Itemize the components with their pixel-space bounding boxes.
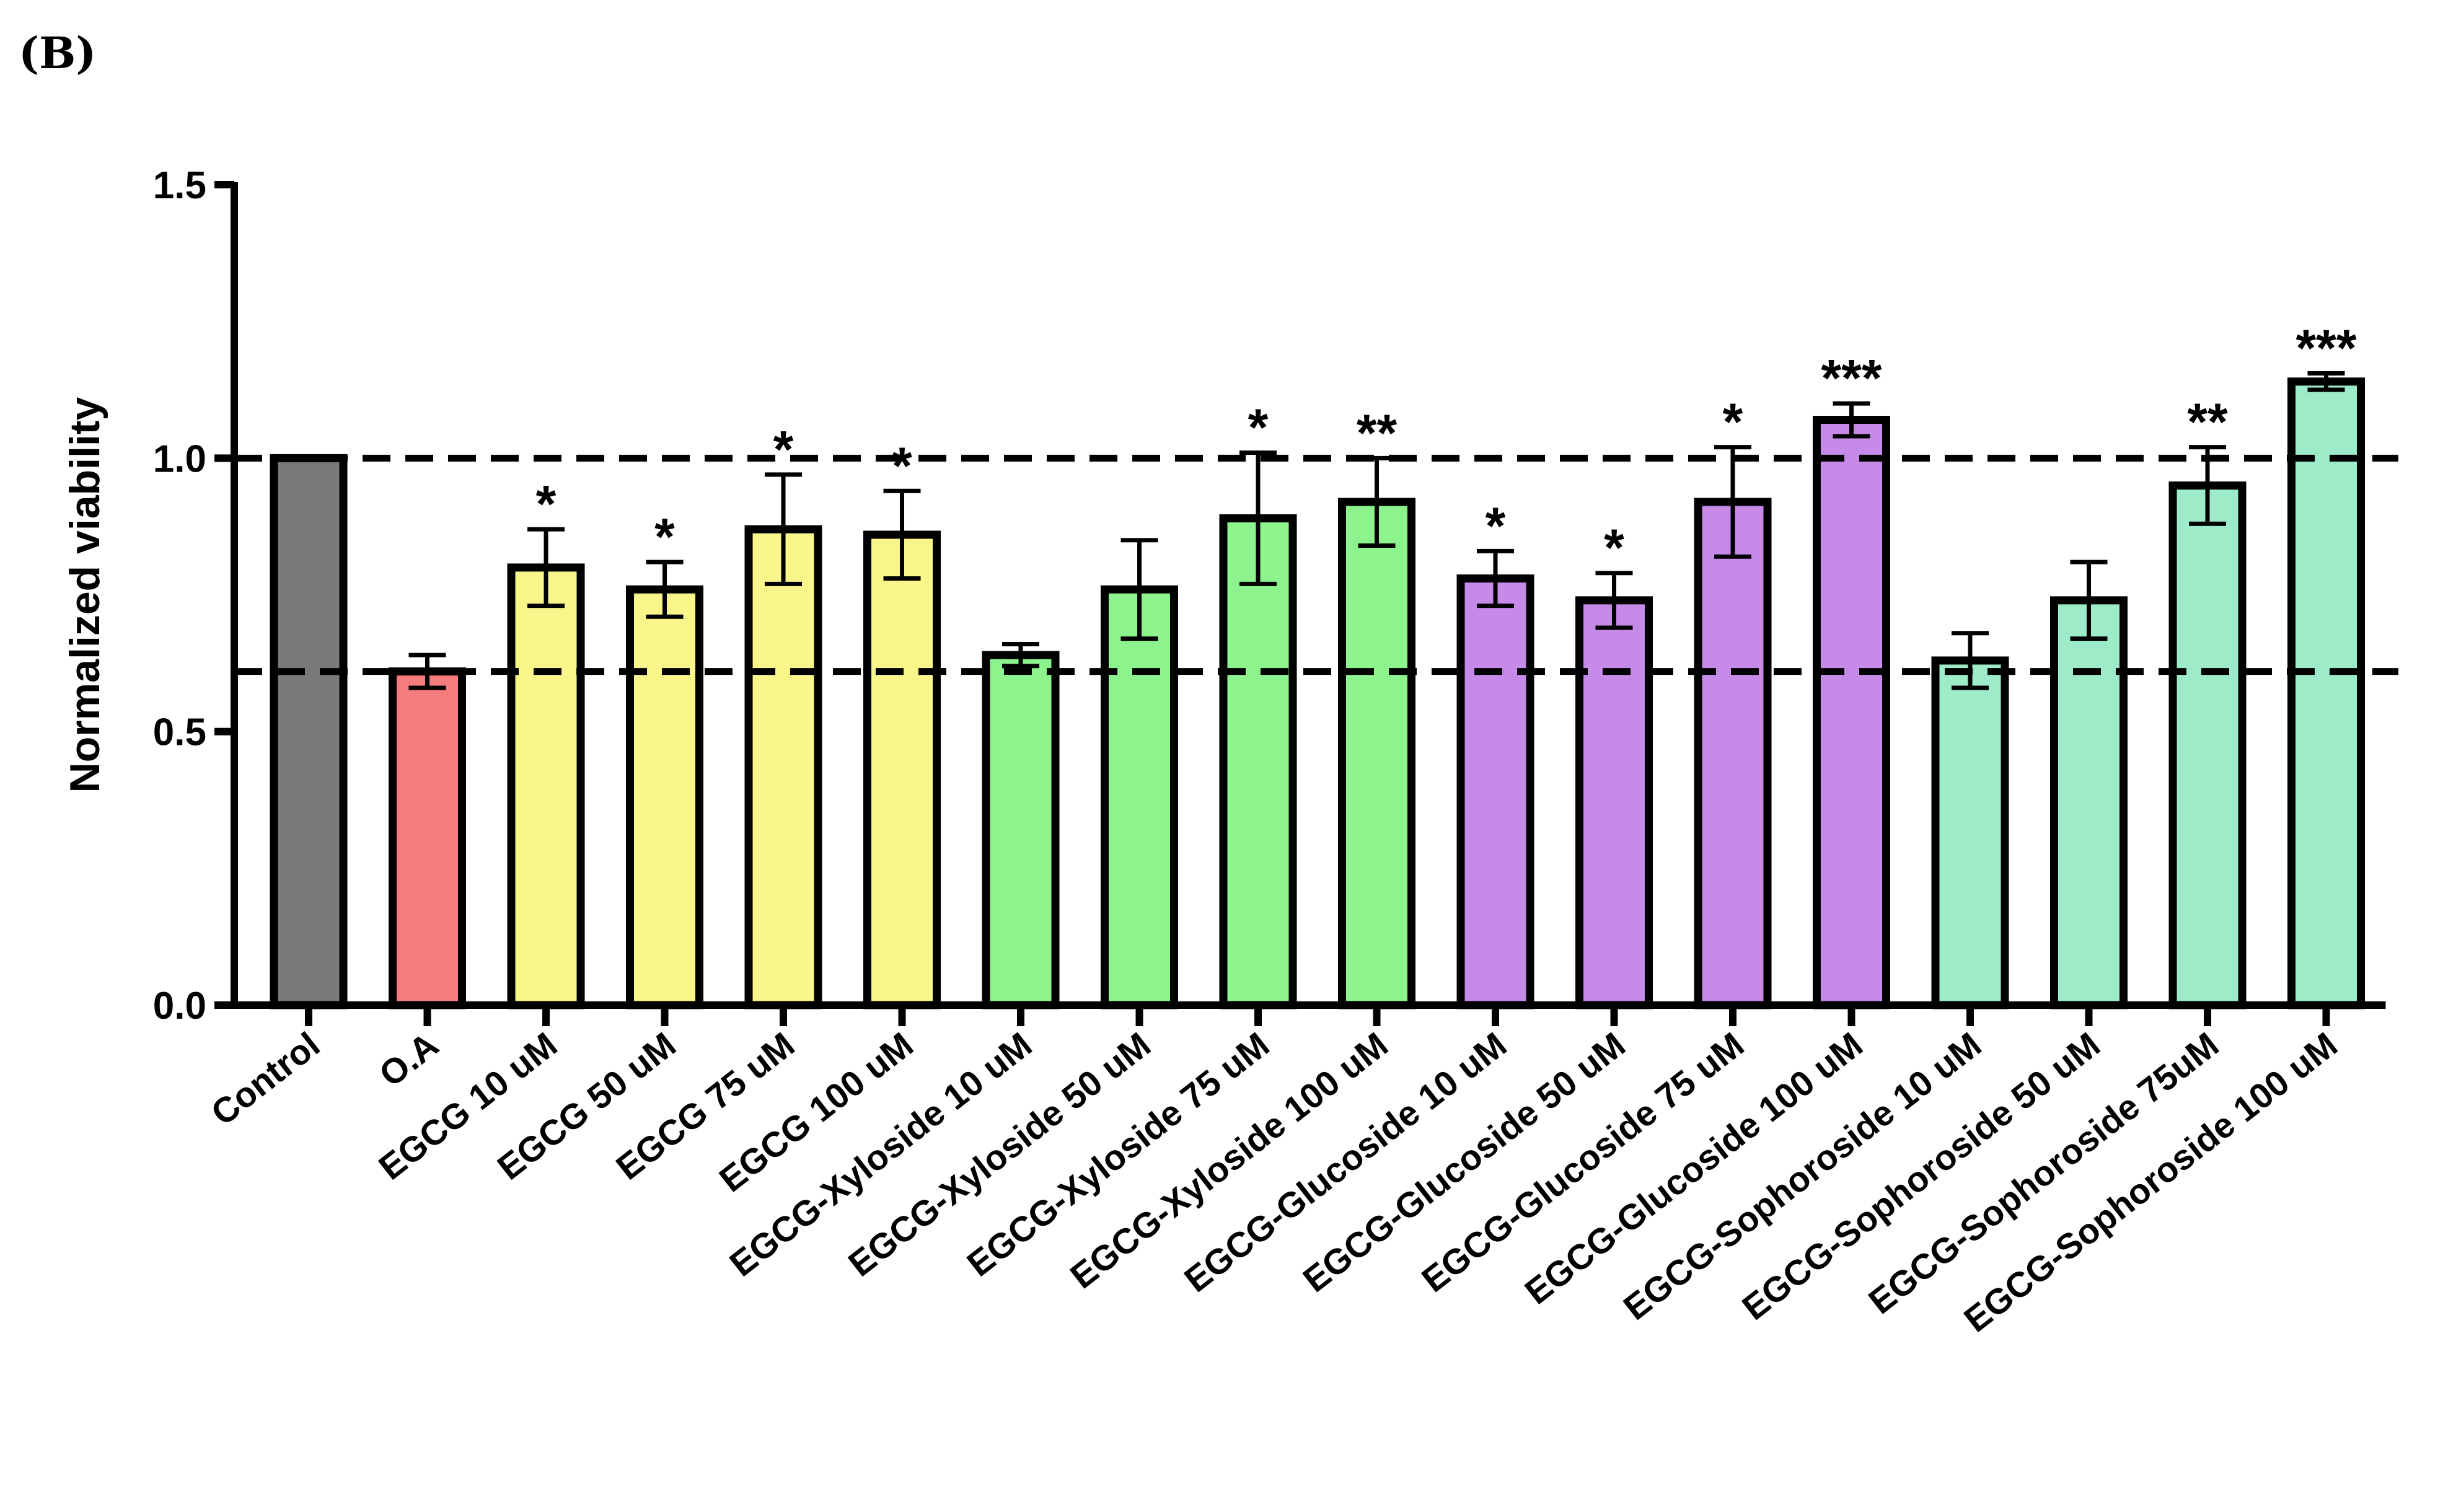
significance-label: * bbox=[1723, 393, 1743, 451]
y-tick-label: 0.0 bbox=[153, 985, 206, 1027]
significance-label: * bbox=[1486, 496, 1506, 555]
bar bbox=[1219, 514, 1297, 1009]
bar bbox=[1813, 416, 1890, 1009]
significance-label: *** bbox=[2296, 319, 2356, 377]
significance-label: * bbox=[1604, 519, 1624, 577]
bar bbox=[1931, 656, 2009, 1009]
significance-label: ** bbox=[2187, 393, 2228, 451]
bar bbox=[1456, 574, 1534, 1009]
bar bbox=[2168, 481, 2247, 1009]
bar bbox=[2287, 377, 2365, 1009]
significance-label: *** bbox=[1821, 349, 1882, 407]
bar bbox=[626, 585, 703, 1009]
significance-label: ** bbox=[1357, 403, 1398, 462]
bar bbox=[270, 454, 348, 1009]
bar bbox=[744, 525, 822, 1009]
y-tick-label: 0.5 bbox=[153, 711, 206, 754]
significance-label: * bbox=[773, 420, 794, 478]
bar bbox=[389, 667, 466, 1009]
y-tick-label: 1.0 bbox=[153, 437, 206, 480]
bar bbox=[982, 651, 1060, 1009]
significance-label: * bbox=[892, 436, 912, 494]
x-tick-label: Control bbox=[204, 1025, 327, 1133]
bar bbox=[2050, 596, 2128, 1009]
bar bbox=[1694, 498, 1772, 1009]
significance-label: * bbox=[654, 508, 675, 566]
bar bbox=[507, 563, 585, 1009]
significance-label: * bbox=[536, 475, 557, 533]
significance-label: * bbox=[1248, 398, 1269, 457]
y-tick-label: 1.5 bbox=[153, 164, 206, 207]
bar bbox=[863, 530, 941, 1009]
bar bbox=[1575, 596, 1653, 1009]
x-tick-label: O.A bbox=[372, 1025, 446, 1095]
y-axis-label: Normalized viability bbox=[61, 397, 108, 793]
bar bbox=[1338, 498, 1415, 1009]
panel-label: (B) bbox=[19, 27, 96, 79]
bar bbox=[1101, 585, 1178, 1009]
